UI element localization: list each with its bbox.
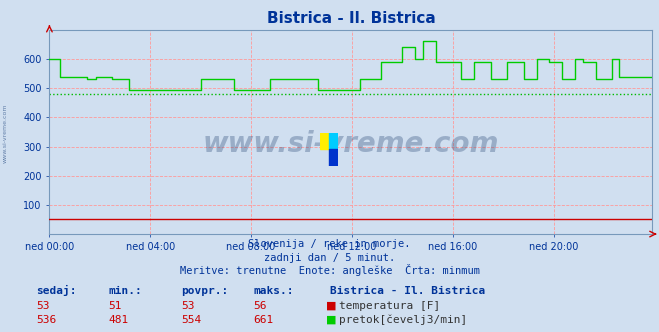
Bar (329, 149, 338, 166)
Text: povpr.:: povpr.: (181, 286, 229, 296)
Title: Bistrica - Il. Bistrica: Bistrica - Il. Bistrica (266, 11, 436, 26)
Text: ■: ■ (326, 315, 337, 325)
Text: 51: 51 (109, 301, 122, 311)
Bar (329, 133, 338, 149)
Text: ■: ■ (326, 301, 337, 311)
Text: 53: 53 (181, 301, 194, 311)
Text: maks.:: maks.: (254, 286, 294, 296)
Text: 53: 53 (36, 301, 49, 311)
Text: min.:: min.: (109, 286, 142, 296)
Text: 536: 536 (36, 315, 57, 325)
Text: pretok[čevelj3/min]: pretok[čevelj3/min] (339, 314, 468, 325)
Text: Slovenija / reke in morje.: Slovenija / reke in morje. (248, 239, 411, 249)
Text: Meritve: trenutne  Enote: angleške  Črta: minmum: Meritve: trenutne Enote: angleške Črta: … (179, 264, 480, 276)
Text: zadnji dan / 5 minut.: zadnji dan / 5 minut. (264, 253, 395, 263)
Text: 56: 56 (254, 301, 267, 311)
Text: www.si-vreme.com: www.si-vreme.com (3, 103, 8, 163)
Bar (320, 133, 329, 149)
Text: 481: 481 (109, 315, 129, 325)
Text: temperatura [F]: temperatura [F] (339, 301, 441, 311)
Text: 661: 661 (254, 315, 274, 325)
Text: sedaj:: sedaj: (36, 285, 76, 296)
Text: www.si-vreme.com: www.si-vreme.com (203, 130, 499, 158)
Text: Bistrica - Il. Bistrica: Bistrica - Il. Bistrica (330, 286, 485, 296)
Text: 554: 554 (181, 315, 202, 325)
